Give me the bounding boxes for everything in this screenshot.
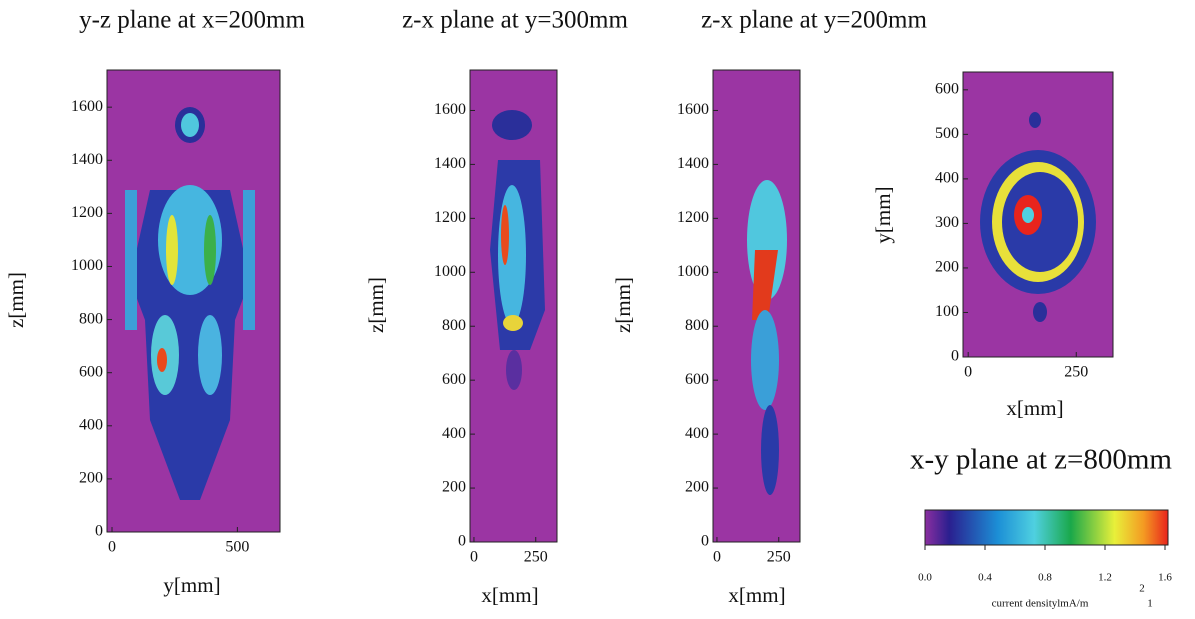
plot-frame bbox=[469, 69, 558, 543]
x-axis-label: y[mm] bbox=[163, 573, 220, 597]
y-tick-label: 200 bbox=[935, 259, 959, 276]
x-tick-label: 0 bbox=[108, 539, 116, 556]
y-tick-label: 1200 bbox=[434, 209, 466, 226]
x-tick-label: 0 bbox=[713, 549, 721, 566]
colorbar-tick-label: 0.8 bbox=[1038, 572, 1052, 584]
y-tick-label: 0 bbox=[951, 348, 959, 365]
plot-frame bbox=[962, 71, 1114, 358]
y-axis-label: z[mm] bbox=[4, 272, 28, 328]
y-tick-label: 1400 bbox=[434, 155, 466, 172]
y-tick-label: 500 bbox=[935, 125, 959, 142]
body-zx1 bbox=[490, 110, 545, 390]
colorbar-label: current densitylmA/m bbox=[992, 598, 1089, 610]
chart-title: z-x plane at y=300mm bbox=[402, 7, 628, 34]
y-tick-label: 800 bbox=[79, 310, 103, 327]
colorbar-label-superscript: 2 bbox=[1139, 583, 1145, 595]
x-tick-label: 0 bbox=[470, 549, 478, 566]
x-tick-label: 250 bbox=[524, 549, 548, 566]
y-tick-label: 400 bbox=[79, 416, 103, 433]
y-tick-label: 1600 bbox=[71, 98, 103, 115]
y-tick-label: 0 bbox=[458, 533, 466, 550]
x-tick-label: 0 bbox=[964, 364, 972, 381]
x-axis-label: x[mm] bbox=[728, 583, 785, 607]
y-tick-label: 0 bbox=[95, 523, 103, 540]
y-tick-label: 1600 bbox=[434, 101, 466, 118]
chart-title: x-y plane at z=800mm bbox=[910, 444, 1172, 476]
y-tick-label: 100 bbox=[935, 303, 959, 320]
chart-title: z-x plane at y=200mm bbox=[701, 7, 927, 34]
colorbar bbox=[924, 509, 1169, 546]
y-tick-label: 1600 bbox=[677, 101, 709, 118]
y-tick-label: 1000 bbox=[434, 263, 466, 280]
y-tick-label: 1400 bbox=[677, 155, 709, 172]
y-axis-label: y[mm] bbox=[871, 186, 895, 243]
y-tick-label: 600 bbox=[79, 363, 103, 380]
y-tick-label: 400 bbox=[685, 425, 709, 442]
y-tick-label: 1200 bbox=[677, 209, 709, 226]
colorbar-label-suffix: 1 bbox=[1147, 598, 1153, 610]
y-tick-label: 200 bbox=[79, 470, 103, 487]
y-tick-label: 600 bbox=[442, 371, 466, 388]
y-tick-label: 1000 bbox=[677, 263, 709, 280]
y-tick-label: 800 bbox=[442, 317, 466, 334]
colorbar-tick-label: 1.2 bbox=[1098, 572, 1112, 584]
x-tick-label: 250 bbox=[767, 549, 791, 566]
y-tick-label: 1000 bbox=[71, 257, 103, 274]
colorbar-tick-label: 1.6 bbox=[1158, 572, 1172, 584]
plot-frame bbox=[106, 69, 281, 533]
y-tick-label: 1200 bbox=[71, 204, 103, 221]
body-xy bbox=[980, 112, 1096, 322]
y-tick-label: 600 bbox=[935, 80, 959, 97]
y-axis-label: z[mm] bbox=[364, 277, 388, 333]
y-tick-label: 400 bbox=[442, 425, 466, 442]
y-tick-label: 300 bbox=[935, 214, 959, 231]
x-tick-label: 500 bbox=[225, 539, 249, 556]
body-yz bbox=[125, 107, 255, 500]
colorbar-tick-label: 0.0 bbox=[918, 572, 932, 584]
y-axis-label: z[mm] bbox=[611, 277, 635, 333]
body-zx2 bbox=[747, 180, 787, 495]
x-axis-label: x[mm] bbox=[481, 583, 538, 607]
x-tick-label: 250 bbox=[1064, 364, 1088, 381]
x-axis-label: x[mm] bbox=[1006, 396, 1063, 420]
colorbar-tick-label: 0.4 bbox=[978, 572, 992, 584]
y-tick-label: 600 bbox=[685, 371, 709, 388]
plot-frame bbox=[712, 69, 801, 543]
y-tick-label: 0 bbox=[701, 533, 709, 550]
chart-title: y-z plane at x=200mm bbox=[79, 7, 305, 34]
y-tick-label: 1400 bbox=[71, 151, 103, 168]
y-tick-label: 800 bbox=[685, 317, 709, 334]
y-tick-label: 200 bbox=[442, 479, 466, 496]
y-tick-label: 200 bbox=[685, 479, 709, 496]
y-tick-label: 400 bbox=[935, 170, 959, 187]
